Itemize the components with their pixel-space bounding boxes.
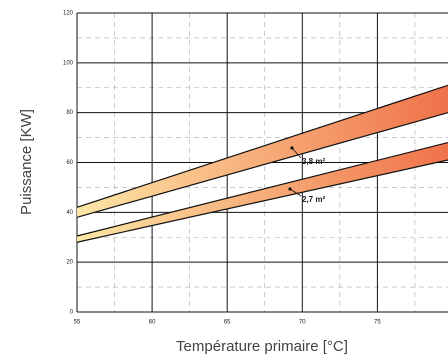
y-tick-label: 20 (66, 260, 73, 266)
x-tick-label: 75 (374, 320, 381, 326)
band-edge (76, 112, 448, 218)
y-tick-label: 120 (63, 11, 74, 17)
y-tick-label: 0 (70, 310, 74, 316)
y-tick-label: 40 (66, 210, 73, 216)
band-label: 2,7 m² (302, 195, 325, 204)
x-tick-label: 55 (74, 320, 81, 326)
x-tick-label: 70 (299, 320, 306, 326)
x-tick-label: 60 (149, 320, 156, 326)
band-label: 3,8 m² (302, 157, 325, 166)
annotation-arrow (289, 188, 302, 197)
y-axis-label: Puissance [KW] (18, 109, 35, 215)
band-edge (76, 159, 448, 243)
annotation-dot (290, 146, 294, 150)
y-tick-label: 60 (66, 160, 73, 166)
y-tick-label: 80 (66, 110, 73, 116)
x-tick-label: 65 (224, 320, 231, 326)
x-axis-label: Température primaire [°C] (176, 338, 348, 355)
band-area (77, 142, 448, 243)
band-edge (76, 141, 448, 237)
band-edge (76, 84, 448, 208)
y-tick-label: 100 (63, 60, 74, 66)
annotation-dot (288, 187, 292, 191)
band-area (77, 85, 448, 218)
annotation-arrow (291, 147, 302, 159)
